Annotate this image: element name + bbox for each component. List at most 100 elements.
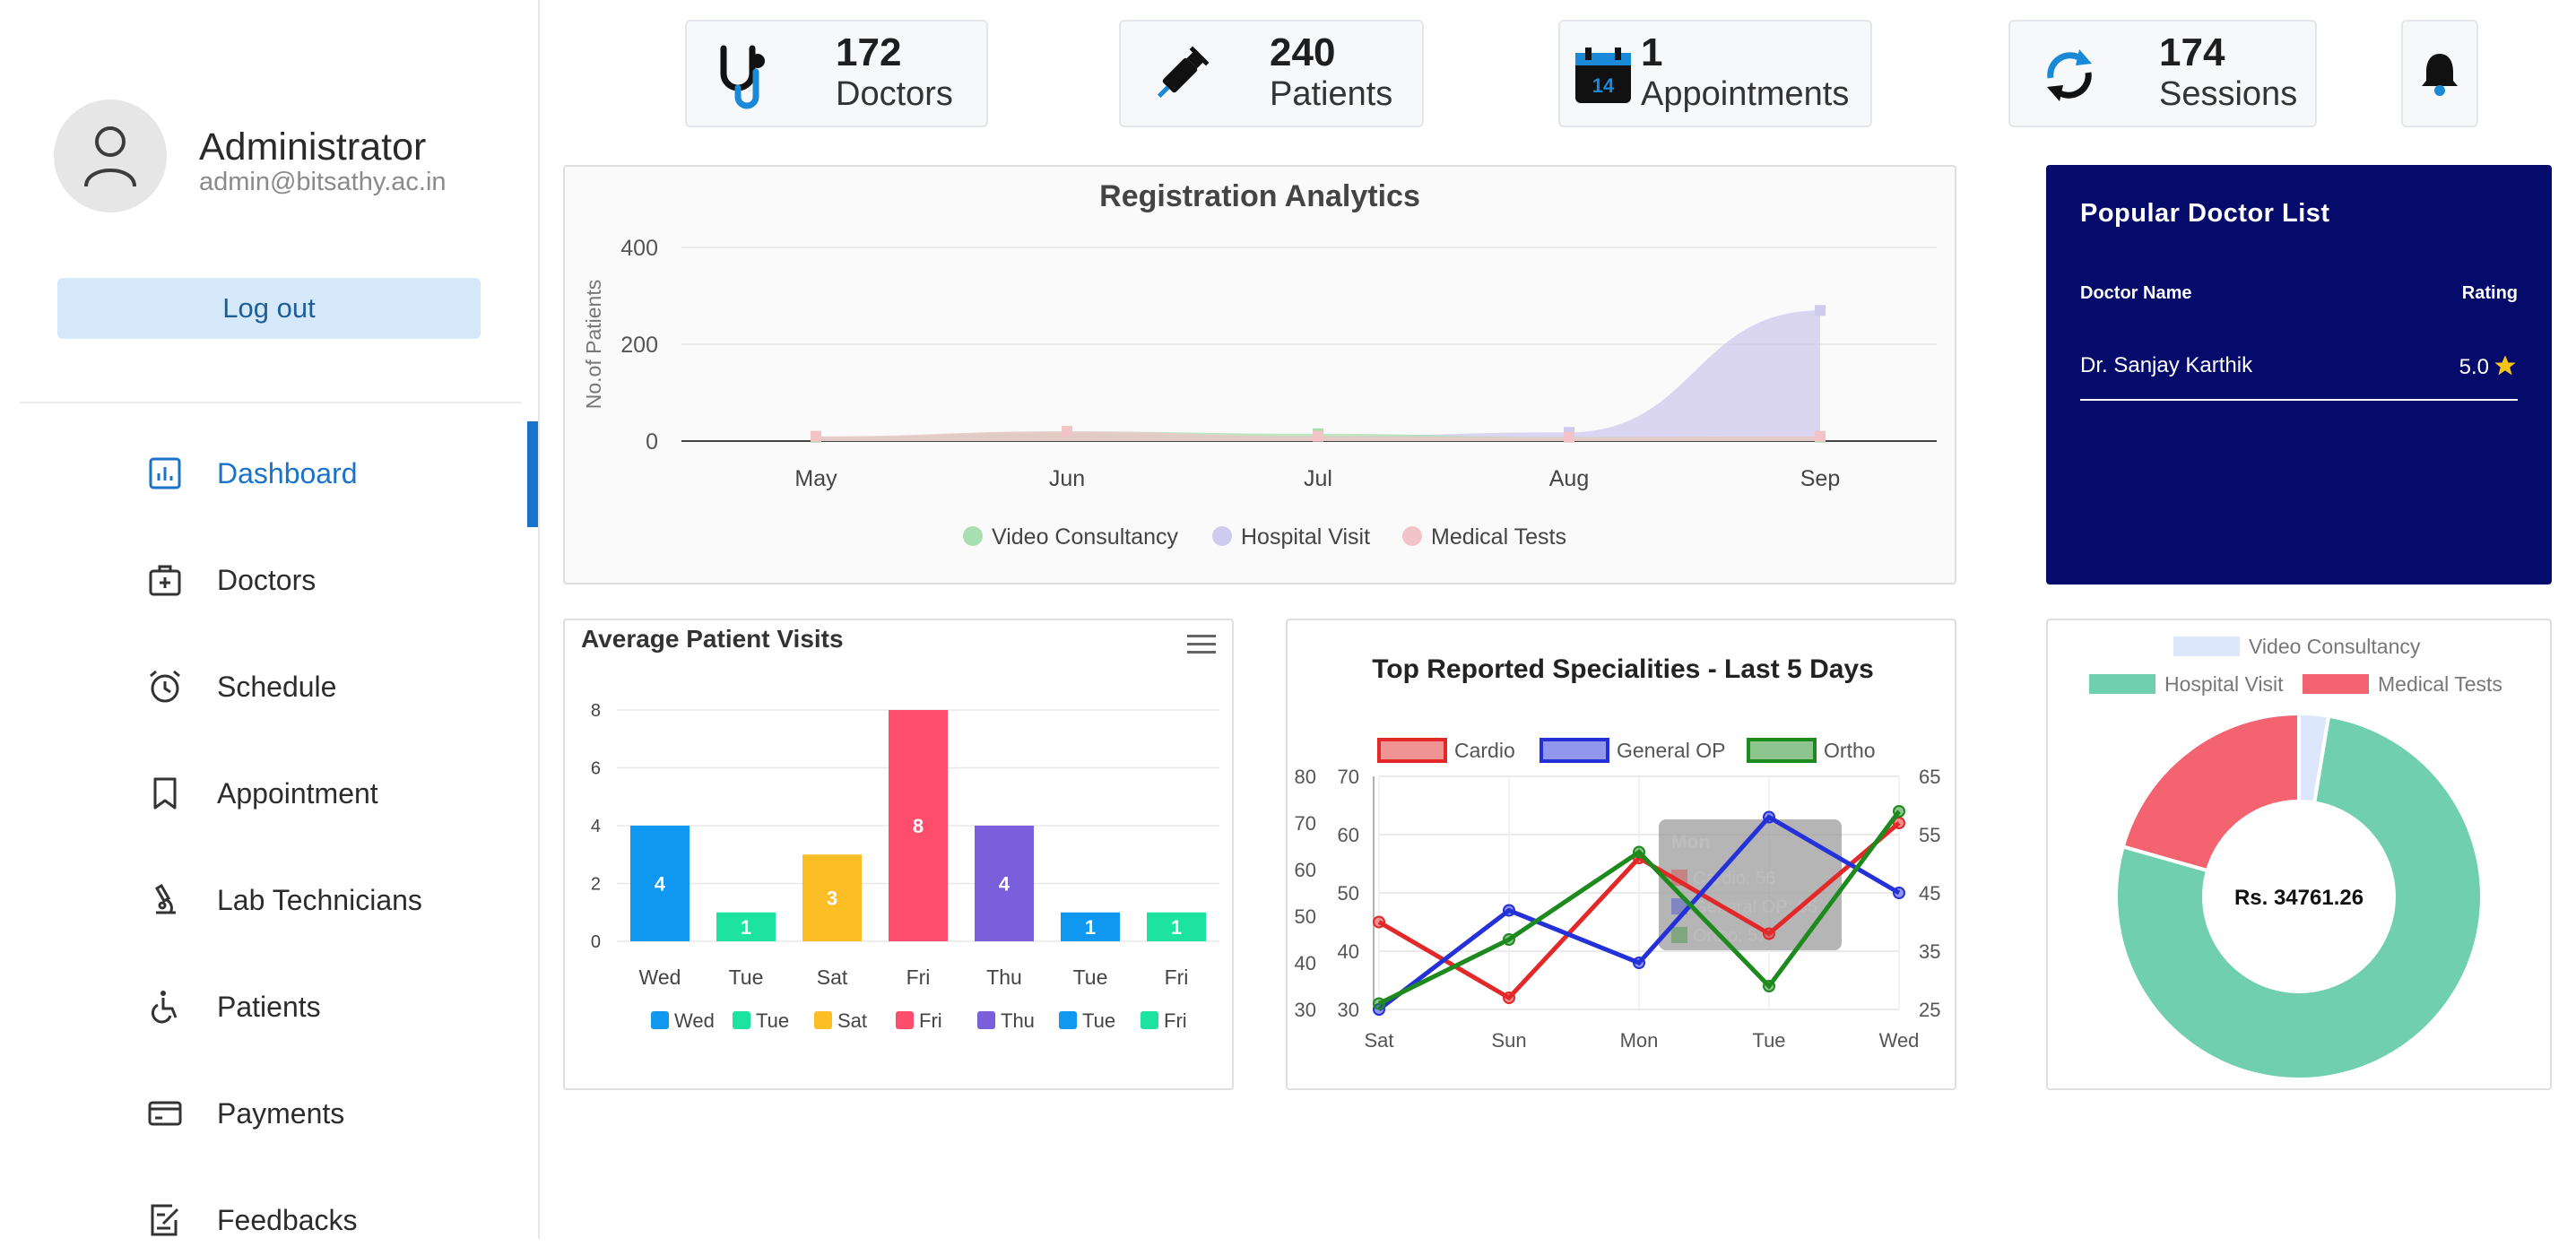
active-indicator bbox=[527, 421, 538, 527]
stat-card-sessions[interactable]: 174 Sessions bbox=[2008, 20, 2317, 127]
nav-item-feedbacks[interactable]: Feedbacks bbox=[143, 1193, 358, 1247]
column-header-doctor-name: Doctor Name bbox=[2080, 283, 2192, 303]
data-point[interactable] bbox=[1815, 305, 1826, 316]
donut-center-label: Rs. 34761.26 bbox=[2234, 886, 2364, 910]
data-point[interactable] bbox=[1763, 980, 1775, 992]
data-point[interactable] bbox=[811, 430, 821, 442]
x-tick-label: Tue bbox=[1073, 966, 1108, 989]
data-point[interactable] bbox=[1373, 915, 1385, 929]
x-tick-label: Tue bbox=[1752, 1029, 1785, 1052]
data-point[interactable] bbox=[1503, 933, 1515, 946]
nav-item-schedule[interactable]: Schedule bbox=[143, 660, 336, 714]
calendar-icon: 14 bbox=[1567, 39, 1639, 111]
dashboard-icon bbox=[143, 452, 186, 495]
legend-label[interactable]: Thu bbox=[1001, 1009, 1035, 1032]
nav-label-patients: Patients bbox=[217, 990, 321, 1023]
legend-marker bbox=[1747, 738, 1817, 763]
notification-button[interactable] bbox=[2401, 20, 2478, 127]
data-point[interactable] bbox=[1062, 426, 1072, 437]
data-point[interactable] bbox=[1503, 904, 1515, 917]
legend-label[interactable]: Sat bbox=[837, 1009, 867, 1032]
chart-title: Average Patient Visits bbox=[581, 625, 844, 653]
bar[interactable] bbox=[975, 826, 1034, 941]
nav-item-payments[interactable]: Payments bbox=[143, 1087, 344, 1140]
legend-marker bbox=[1141, 1011, 1158, 1029]
data-point[interactable] bbox=[1893, 887, 1905, 899]
x-tick-label: Wed bbox=[639, 966, 681, 989]
legend-label[interactable]: Medical Tests bbox=[2378, 672, 2502, 696]
x-tick-label: Sat bbox=[817, 966, 848, 989]
bar[interactable] bbox=[630, 826, 690, 941]
chart-title: Top Reported Specialities - Last 5 Days bbox=[1372, 654, 1874, 684]
data-point[interactable] bbox=[1633, 845, 1645, 859]
data-point[interactable] bbox=[1763, 927, 1775, 940]
legend-marker bbox=[1059, 1011, 1077, 1029]
x-tick-label: Sep bbox=[1800, 466, 1840, 491]
admin-name: Administrator bbox=[199, 126, 427, 169]
bar[interactable] bbox=[716, 912, 776, 941]
legend-label[interactable]: Tue bbox=[756, 1009, 789, 1032]
stat-card-patients[interactable]: 240 Patients bbox=[1119, 20, 1424, 127]
nav-label-payments: Payments bbox=[217, 1096, 345, 1130]
top-specialities-chart: Top Reported Specialities - Last 5 Days 3… bbox=[1295, 654, 1941, 1052]
feedback-icon bbox=[143, 1199, 186, 1242]
bar[interactable] bbox=[1061, 912, 1120, 941]
stat-label-appointments: Appointments bbox=[1641, 75, 1850, 113]
bar-data-label: 1 bbox=[1085, 916, 1096, 939]
legend-label[interactable]: Video Consultancy bbox=[992, 524, 1179, 550]
nav-item-appointment[interactable]: Appointment bbox=[143, 766, 378, 820]
nav-item-patients[interactable]: Patients bbox=[143, 980, 321, 1034]
data-point[interactable] bbox=[1564, 431, 1574, 443]
alarm-clock-icon bbox=[143, 665, 186, 708]
legend-label[interactable]: Wed bbox=[674, 1009, 715, 1032]
data-point[interactable] bbox=[1815, 430, 1826, 442]
legend-label[interactable]: Cardio bbox=[1454, 739, 1515, 762]
y-tick-label: 6 bbox=[591, 759, 601, 779]
legend-label[interactable]: Fri bbox=[1164, 1009, 1187, 1032]
bar[interactable] bbox=[802, 854, 862, 941]
nav-item-lab-technicians[interactable]: Lab Technicians bbox=[143, 873, 422, 927]
x-tick-label: Aug bbox=[1549, 466, 1589, 491]
chart-title: Registration Analytics bbox=[1099, 179, 1420, 213]
nav-item-dashboard[interactable]: Dashboard bbox=[143, 446, 358, 500]
legend-label[interactable]: Hospital Visit bbox=[1241, 524, 1370, 550]
data-point[interactable] bbox=[1313, 430, 1323, 442]
data-point[interactable] bbox=[1763, 810, 1775, 824]
y-tick-label-right: 35 bbox=[1919, 940, 1940, 963]
bar[interactable] bbox=[1147, 912, 1206, 941]
column-header-rating: Rating bbox=[2461, 283, 2518, 303]
donut-slice[interactable] bbox=[2114, 714, 2484, 1081]
legend-marker bbox=[1212, 526, 1232, 546]
data-point[interactable] bbox=[1633, 957, 1645, 969]
logout-button[interactable]: Log out bbox=[57, 278, 481, 339]
data-point[interactable] bbox=[1373, 997, 1385, 1010]
hamburger-menu-icon[interactable] bbox=[1185, 631, 1218, 658]
tooltip-line: Ortho: 57 bbox=[1693, 926, 1767, 946]
legend-marker bbox=[1540, 738, 1609, 763]
stat-card-appointments[interactable]: 14 1 Appointments bbox=[1558, 20, 1872, 127]
average-patient-visits-chart: Average Patient Visits 0 2 4 6 8 4 Wed 1 Tue 3 Sat 8… bbox=[581, 625, 1219, 1032]
legend-label[interactable]: Tue bbox=[1082, 1009, 1115, 1032]
donut-slice[interactable] bbox=[2121, 711, 2301, 873]
legend-label[interactable]: Fri bbox=[919, 1009, 942, 1032]
data-point[interactable] bbox=[1893, 805, 1905, 818]
legend-label[interactable]: Medical Tests bbox=[1431, 524, 1566, 550]
nav-item-doctors[interactable]: Doctors bbox=[143, 553, 316, 607]
legend-marker bbox=[896, 1011, 914, 1029]
microscope-icon bbox=[143, 879, 186, 922]
legend-label[interactable]: General OP bbox=[1617, 739, 1725, 762]
legend-label[interactable]: Video Consultancy bbox=[2249, 635, 2421, 658]
data-point[interactable] bbox=[1503, 992, 1515, 1004]
y-tick-label-outer: 30 bbox=[1295, 999, 1316, 1021]
stethoscope-icon bbox=[710, 39, 782, 111]
y-tick-label-inner: 70 bbox=[1338, 766, 1359, 788]
legend-label[interactable]: Hospital Visit bbox=[2164, 672, 2284, 696]
x-tick-label: Jul bbox=[1304, 466, 1332, 491]
bar[interactable] bbox=[889, 710, 948, 941]
legend-marker bbox=[814, 1011, 832, 1029]
legend-label[interactable]: Ortho bbox=[1824, 739, 1876, 762]
doctor-name-cell[interactable]: Dr. Sanjay Karthik bbox=[2080, 353, 2253, 377]
y-tick-label: 200 bbox=[620, 333, 658, 358]
y-tick-label-right: 45 bbox=[1919, 882, 1940, 905]
stat-card-doctors[interactable]: 172 Doctors bbox=[685, 20, 988, 127]
